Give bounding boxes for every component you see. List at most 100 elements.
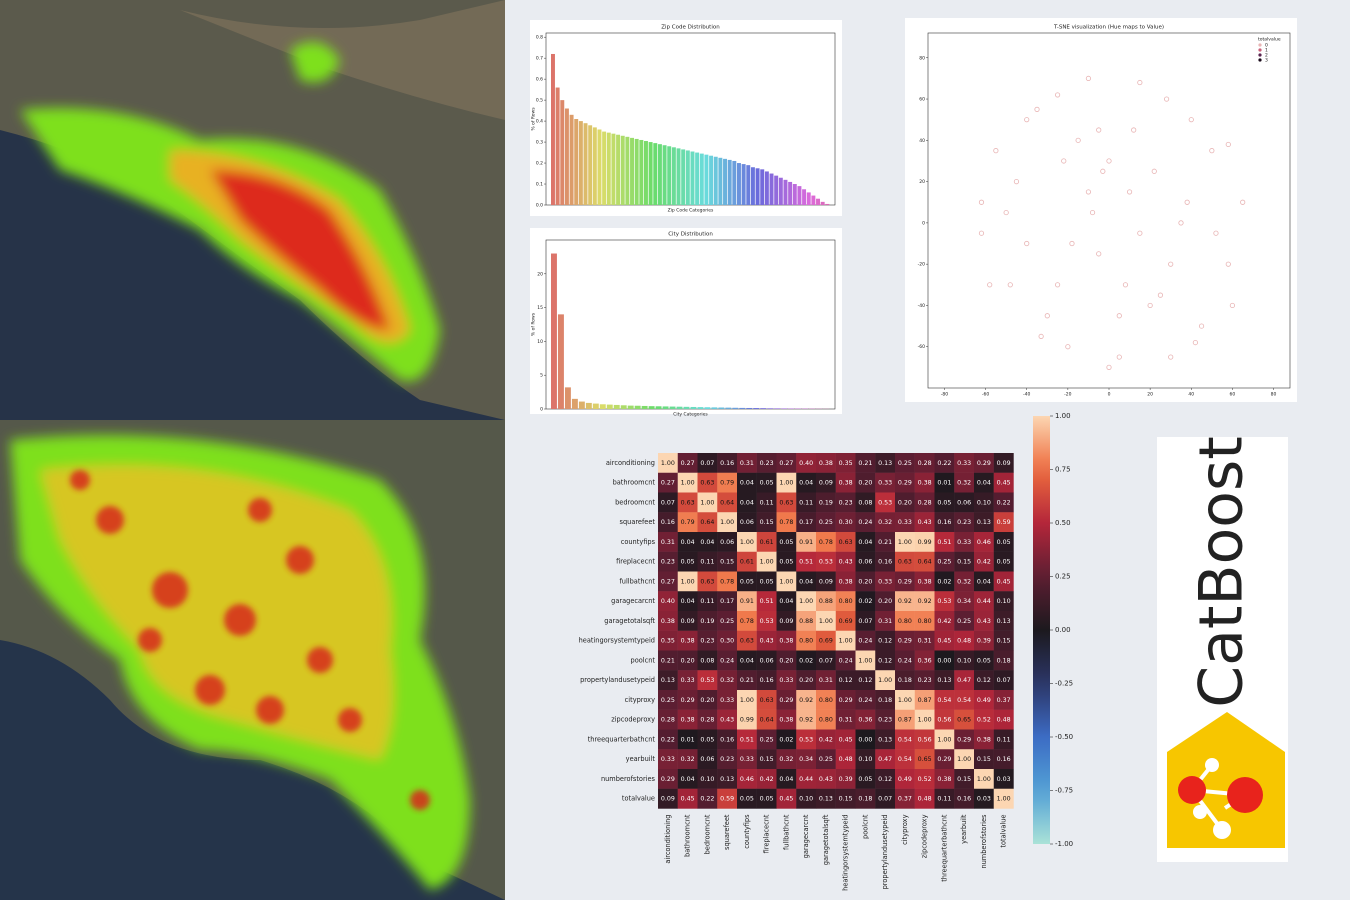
- heatmap-cell: [717, 611, 738, 631]
- bar: [564, 387, 571, 409]
- cell-label: 0.32: [720, 677, 734, 684]
- cell-label: 0.29: [977, 460, 991, 467]
- point: [1085, 189, 1092, 195]
- cell-label: 0.33: [681, 677, 695, 684]
- cell-label: 0.20: [858, 480, 872, 487]
- cell-label: 0.30: [839, 519, 853, 526]
- heatmap-cell: [934, 788, 955, 809]
- legend-title: totalvalue: [1258, 37, 1281, 43]
- heatmap-cell: [816, 690, 836, 710]
- heatmap-cell: [835, 650, 856, 671]
- column-label: heatingorsystemtypeid: [842, 815, 850, 891]
- heatmap-cell: [993, 492, 1014, 513]
- cell-label: 0.05: [858, 776, 872, 783]
- cell-label: 0.22: [997, 499, 1011, 506]
- colorbar-tick-label: -0.75: [1055, 787, 1073, 795]
- y-tick-label: 15: [537, 305, 543, 311]
- y-tick-label: 20: [537, 271, 543, 277]
- cell-label: 0.22: [661, 736, 675, 743]
- bar: [578, 121, 583, 205]
- cell-label: 0.33: [740, 756, 754, 763]
- cell-label: 0.04: [681, 776, 695, 783]
- heatmap-cell: [914, 453, 935, 473]
- cell-label: 1.00: [740, 539, 754, 546]
- point: [1168, 261, 1174, 267]
- cell-label: 0.15: [839, 796, 853, 803]
- heatmap-cell: [875, 472, 896, 493]
- heatmap-cell: [796, 472, 817, 493]
- cell-label: 0.45: [681, 796, 695, 803]
- heatmap-cell: [697, 532, 718, 552]
- cell-label: 0.53: [760, 618, 774, 625]
- cell-label: 0.31: [878, 618, 892, 625]
- bar: [560, 100, 565, 205]
- y-tick-label: 0.7: [536, 56, 543, 62]
- heatmap-cell: [974, 492, 994, 513]
- cell-label: 0.79: [681, 519, 695, 526]
- heatmap-cell: [875, 769, 896, 789]
- column-label: zipcodeproxy: [921, 814, 929, 858]
- heatmap-cell: [816, 472, 836, 493]
- cell-label: 0.38: [779, 717, 793, 724]
- heatmap-cell: [717, 571, 738, 592]
- x-tick-label: 40: [1188, 392, 1194, 398]
- heatmap-cell: [677, 690, 698, 710]
- point: [1168, 354, 1174, 360]
- point: [987, 282, 993, 288]
- bar: [599, 404, 606, 409]
- cell-label: 0.16: [760, 677, 774, 684]
- cell-label: 0.13: [720, 776, 734, 783]
- cell-label: 0.25: [760, 736, 774, 743]
- heatmap-cell: [835, 709, 856, 730]
- point: [1100, 168, 1106, 174]
- heatmap-cell: [717, 650, 738, 671]
- colorbar-tick-label: 1.00: [1055, 412, 1071, 420]
- point: [1122, 282, 1129, 288]
- heatmap-cell: [717, 591, 738, 612]
- cell-label: 0.44: [799, 776, 813, 783]
- bar: [811, 195, 816, 205]
- cell-label: 0.22: [937, 460, 951, 467]
- point: [1034, 106, 1040, 112]
- bar: [592, 127, 597, 205]
- row-label: threequarterbathcnt: [588, 735, 656, 743]
- heatmap-cell: [796, 749, 817, 770]
- heatmap-cell: [914, 630, 935, 651]
- cell-label: 0.51: [799, 559, 813, 566]
- heatmap-cell: [835, 769, 856, 789]
- bar: [585, 402, 592, 409]
- cell-label: 0.24: [898, 657, 912, 664]
- cell-label: 0.16: [661, 519, 675, 526]
- cell-label: 0.29: [898, 480, 912, 487]
- cell-label: 0.11: [997, 736, 1011, 743]
- cell-label: 0.42: [977, 559, 991, 566]
- bar: [820, 201, 825, 205]
- heatmap-cell: [658, 571, 678, 592]
- bar: [704, 407, 711, 409]
- cell-label: 0.80: [819, 697, 833, 704]
- heatmap-cell: [658, 532, 678, 552]
- cell-label: 0.18: [878, 697, 892, 704]
- heatmap-cell: [796, 453, 817, 473]
- heatmap-cell: [796, 709, 817, 730]
- heatmap-cell: [954, 611, 975, 631]
- heatmap-cell: [796, 492, 817, 513]
- bar: [620, 405, 627, 409]
- point: [978, 199, 985, 205]
- cell-label: 0.23: [839, 499, 853, 506]
- y-tick-label: 20: [919, 179, 925, 185]
- cell-label: 0.38: [937, 776, 951, 783]
- cell-label: 0.20: [799, 677, 813, 684]
- heatmap-cell: [914, 729, 935, 750]
- cell-label: 0.34: [799, 756, 813, 763]
- heatmap-cell: [658, 749, 678, 770]
- cell-label: 0.24: [858, 638, 872, 645]
- bar: [792, 184, 797, 205]
- cell-label: 0.13: [878, 460, 892, 467]
- heatmap-cell: [934, 709, 955, 730]
- heatmap-cell: [974, 571, 994, 592]
- heatmap-cell: [756, 788, 777, 809]
- heatmap-cell: [895, 690, 915, 710]
- cell-label: 0.05: [997, 539, 1011, 546]
